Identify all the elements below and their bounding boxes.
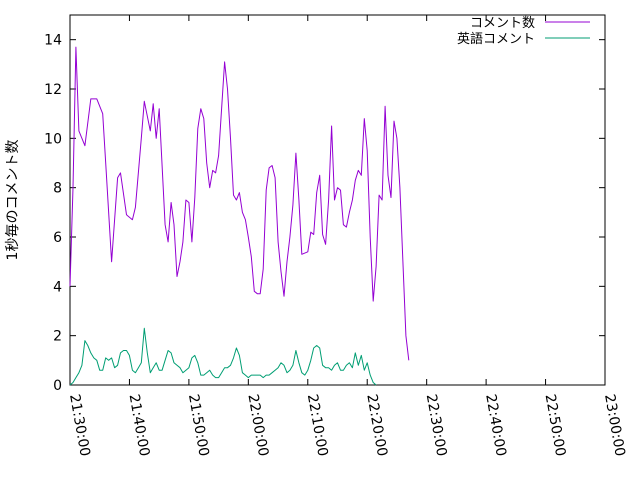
series-group bbox=[69, 46, 410, 386]
x-tick-label: 22:10:00 bbox=[304, 393, 331, 458]
y-tick-label: 8 bbox=[53, 181, 62, 197]
series-line-2 bbox=[69, 327, 377, 386]
y-axis-label: 1秒毎のコメント数 bbox=[5, 140, 21, 261]
x-tick-label: 21:50:00 bbox=[185, 393, 212, 458]
series-line-1 bbox=[69, 46, 410, 361]
y-tick-label: 2 bbox=[53, 329, 62, 345]
x-axis: 21:30:00 21:40:00 21:50:00 22:00:00 22:10:00… bbox=[66, 15, 628, 458]
y-tick-label: 4 bbox=[53, 279, 62, 295]
x-tick-label: 22:40:00 bbox=[482, 393, 509, 458]
y-axis: 0 2 4 6 8 10 12 14 bbox=[44, 33, 605, 394]
x-tick-label: 22:50:00 bbox=[542, 393, 569, 458]
x-tick-label: 22:00:00 bbox=[244, 393, 271, 458]
y-tick-label: 10 bbox=[44, 131, 62, 147]
plot-frame bbox=[69, 14, 606, 386]
y-tick-label: 6 bbox=[53, 230, 62, 246]
x-tick-label: 21:40:00 bbox=[126, 393, 153, 458]
y-tick-label: 0 bbox=[53, 378, 62, 394]
y-tick-label: 14 bbox=[44, 33, 62, 49]
legend-label: コメント数 bbox=[470, 16, 535, 31]
x-tick-label: 22:20:00 bbox=[363, 393, 390, 458]
y-tick-label: 12 bbox=[44, 82, 62, 98]
x-tick-label: 23:00:00 bbox=[601, 393, 628, 458]
x-tick-label: 21:30:00 bbox=[66, 393, 93, 458]
x-tick-label: 22:30:00 bbox=[423, 393, 450, 458]
legend-label: 英語コメント bbox=[457, 31, 535, 47]
